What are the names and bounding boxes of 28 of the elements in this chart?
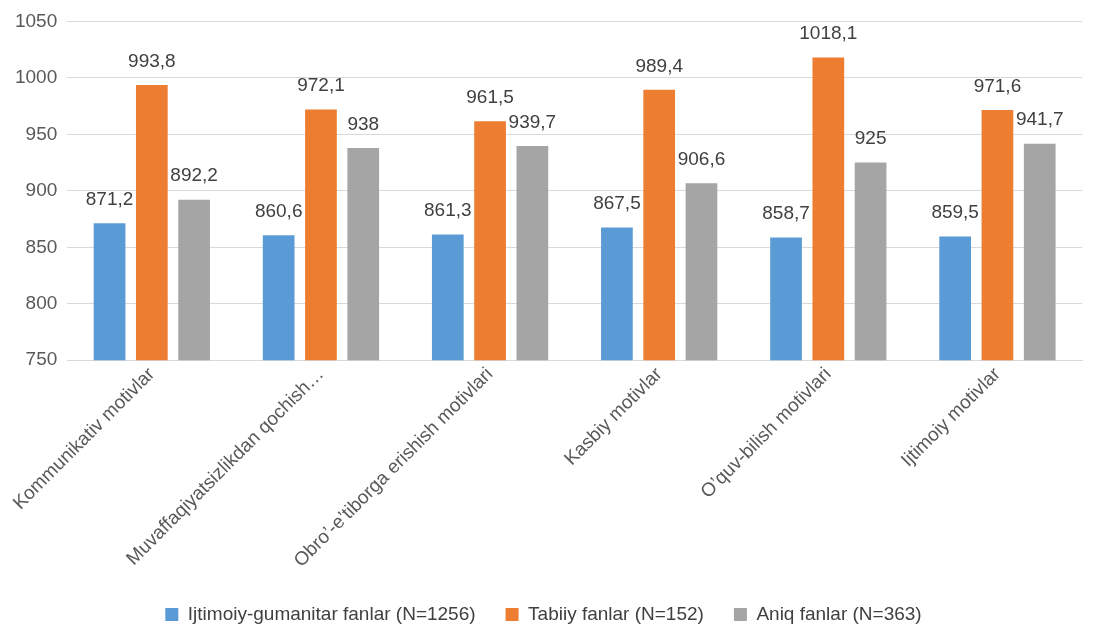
y-tick-label: 850 [25, 235, 58, 257]
data-label: 858,7 [762, 202, 810, 224]
data-label: 1018,1 [799, 22, 858, 44]
data-label: 892,2 [170, 164, 218, 186]
data-label: 941,7 [1015, 108, 1064, 130]
data-label: 906,6 [677, 148, 726, 170]
data-label: 871,2 [85, 188, 134, 210]
y-tick-label: 1050 [14, 9, 58, 31]
data-label: 859,5 [931, 201, 979, 223]
y-tick-label: 800 [25, 292, 58, 313]
legend-label: Tabiiy fanlar (N=152) [528, 602, 704, 624]
data-label: 972,1 [297, 74, 345, 96]
y-tick-label: 900 [25, 179, 58, 201]
data-label: 939,7 [508, 110, 557, 132]
data-label: 860,6 [254, 200, 303, 222]
data-label: 971,6 [973, 74, 1022, 96]
data-label: 938 [347, 112, 380, 134]
data-label: 861,3 [424, 199, 472, 221]
legend-label: Aniq fanlar (N=363) [756, 602, 922, 624]
y-tick-label: 950 [25, 122, 58, 144]
data-label: 993,8 [128, 49, 176, 71]
y-tick-label: 750 [25, 348, 58, 370]
data-label: 961,5 [466, 86, 514, 108]
y-tick-label: 1000 [14, 66, 58, 88]
legend-label: Ijtimoiy-gumanitar fanlar (N=1256) [187, 602, 476, 624]
data-label: 989,4 [635, 54, 684, 76]
data-label: 925 [854, 127, 887, 149]
data-label: 867,5 [593, 192, 641, 214]
